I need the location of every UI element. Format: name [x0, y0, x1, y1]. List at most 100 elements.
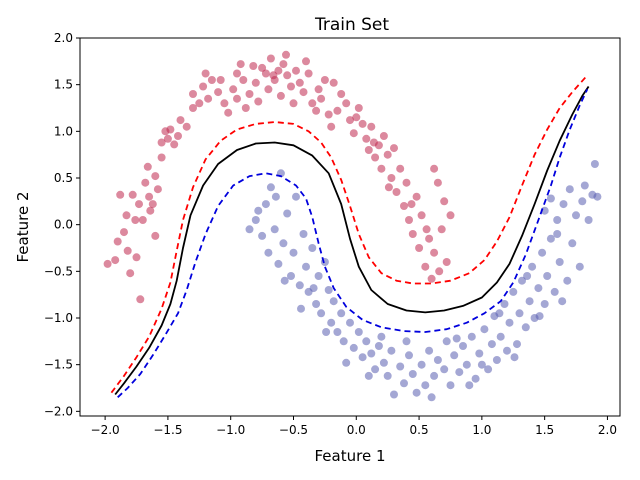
lower-moon-point — [327, 318, 336, 327]
lower-moon-point — [408, 370, 417, 378]
lower-moon-point — [322, 328, 331, 336]
upper-moon-point — [352, 113, 361, 122]
lower-moon-point — [462, 360, 471, 369]
lower-moon-point — [484, 365, 493, 374]
lower-moon-point — [251, 216, 260, 224]
lower-moon-point — [346, 318, 354, 327]
upper-moon-point — [287, 82, 295, 91]
lower-moon-point — [292, 192, 300, 201]
lower-moon-point — [271, 192, 280, 201]
lower-moon-point — [459, 342, 467, 350]
upper-moon-point — [258, 63, 267, 72]
upper-moon-point — [229, 85, 238, 94]
lower-moon-point — [500, 300, 509, 308]
lower-moon-point — [264, 248, 273, 257]
lower-moon-point — [475, 349, 484, 358]
upper-moon-point — [396, 164, 405, 173]
upper-moon-point — [269, 71, 278, 80]
upper-moon-point — [135, 200, 143, 209]
upper-moon-point — [299, 88, 308, 97]
lower-moon-point — [521, 323, 530, 332]
upper-moon-point — [442, 258, 451, 266]
boundary-curves — [110, 74, 590, 398]
plot-area-frame — [79, 37, 621, 417]
lower-moon-point — [546, 234, 555, 243]
upper-moon-point — [289, 99, 298, 108]
lower-moon-point — [572, 211, 580, 220]
upper-moon-point — [264, 85, 273, 94]
lower-moon-point — [342, 358, 351, 367]
upper-moon-point — [430, 248, 439, 257]
lower-moon-point — [487, 340, 496, 349]
upper-moon-point — [440, 197, 449, 206]
lower-moon-point — [452, 334, 461, 343]
lower-moon-point — [317, 309, 326, 318]
lower-moon-point — [535, 312, 544, 321]
x-tick-label: 2.0 — [598, 423, 617, 437]
lower-moon-point — [477, 360, 486, 369]
x-tick-label: 0.0 — [347, 423, 366, 437]
x-tick-label: 1.0 — [472, 423, 491, 437]
lower-moon-point — [568, 239, 577, 248]
lower-moon-point — [396, 362, 405, 371]
upper-moon-point — [132, 253, 141, 262]
lower-moon-point — [371, 365, 380, 374]
lower-moon-point — [558, 297, 567, 306]
lower-moon-point — [309, 284, 318, 293]
upper-moon-point — [145, 192, 154, 201]
lower-moon-point — [440, 365, 449, 374]
lower-moon-point — [289, 248, 298, 257]
upper-moon-point — [245, 90, 254, 98]
upper-moon-point — [364, 146, 373, 154]
y-tick-label: −0.5 — [44, 264, 73, 278]
lower-moon-point — [430, 371, 439, 380]
upper-moon-point — [435, 267, 444, 276]
lower-moon-point — [471, 374, 480, 383]
upper-moon-point — [241, 104, 250, 112]
lower-moon-point — [496, 332, 505, 341]
lower-moon-point — [584, 216, 593, 224]
upper-moon-point — [367, 122, 376, 131]
lower-moon-point — [575, 262, 584, 271]
y-tick-label: −2.0 — [44, 404, 73, 418]
upper-moon-point — [329, 78, 338, 87]
lower-moon-point — [362, 337, 371, 346]
upper-moon-point — [333, 106, 342, 115]
upper-moon-point — [400, 202, 408, 210]
upper-moon-point — [136, 295, 145, 304]
upper-moon-point — [249, 62, 258, 70]
upper-moon-point — [141, 178, 150, 187]
upper-moon-point — [279, 60, 288, 69]
upper-moon-point — [120, 228, 128, 237]
upper-moon-point — [266, 54, 275, 63]
y-tick-label: 2.0 — [54, 31, 73, 45]
upper-moon-point — [384, 183, 393, 192]
upper-moon-point — [161, 127, 170, 136]
lower-moon-point — [534, 284, 543, 293]
lower-moon-point — [405, 351, 413, 360]
upper-moon-point — [236, 60, 245, 69]
lower-moon-point — [364, 371, 373, 380]
upper-moon-point — [314, 85, 323, 94]
upper-moon-point — [251, 78, 260, 87]
lower-moon-point — [509, 287, 518, 296]
lower-moon-point — [258, 231, 267, 240]
upper-moon-point — [433, 178, 442, 187]
upper-moon-point — [111, 256, 120, 265]
upper-moon-point — [346, 116, 354, 125]
lower-moon-point — [358, 353, 367, 362]
lower-moon-point — [308, 244, 317, 252]
upper-moon-point — [122, 211, 131, 220]
upper-moon-point — [113, 237, 122, 246]
lower-moon-point — [287, 272, 295, 280]
upper-moon-point — [320, 76, 329, 84]
lower-moon-point — [518, 276, 526, 285]
lower-moon-point — [377, 332, 386, 341]
lower-moon-point — [297, 304, 305, 313]
upper-moon-point — [103, 259, 112, 268]
x-tick-label: 1.5 — [535, 423, 554, 437]
lower-moon-point — [425, 346, 434, 355]
lower-moon-point — [421, 381, 430, 390]
upper-moon-point — [233, 94, 241, 103]
